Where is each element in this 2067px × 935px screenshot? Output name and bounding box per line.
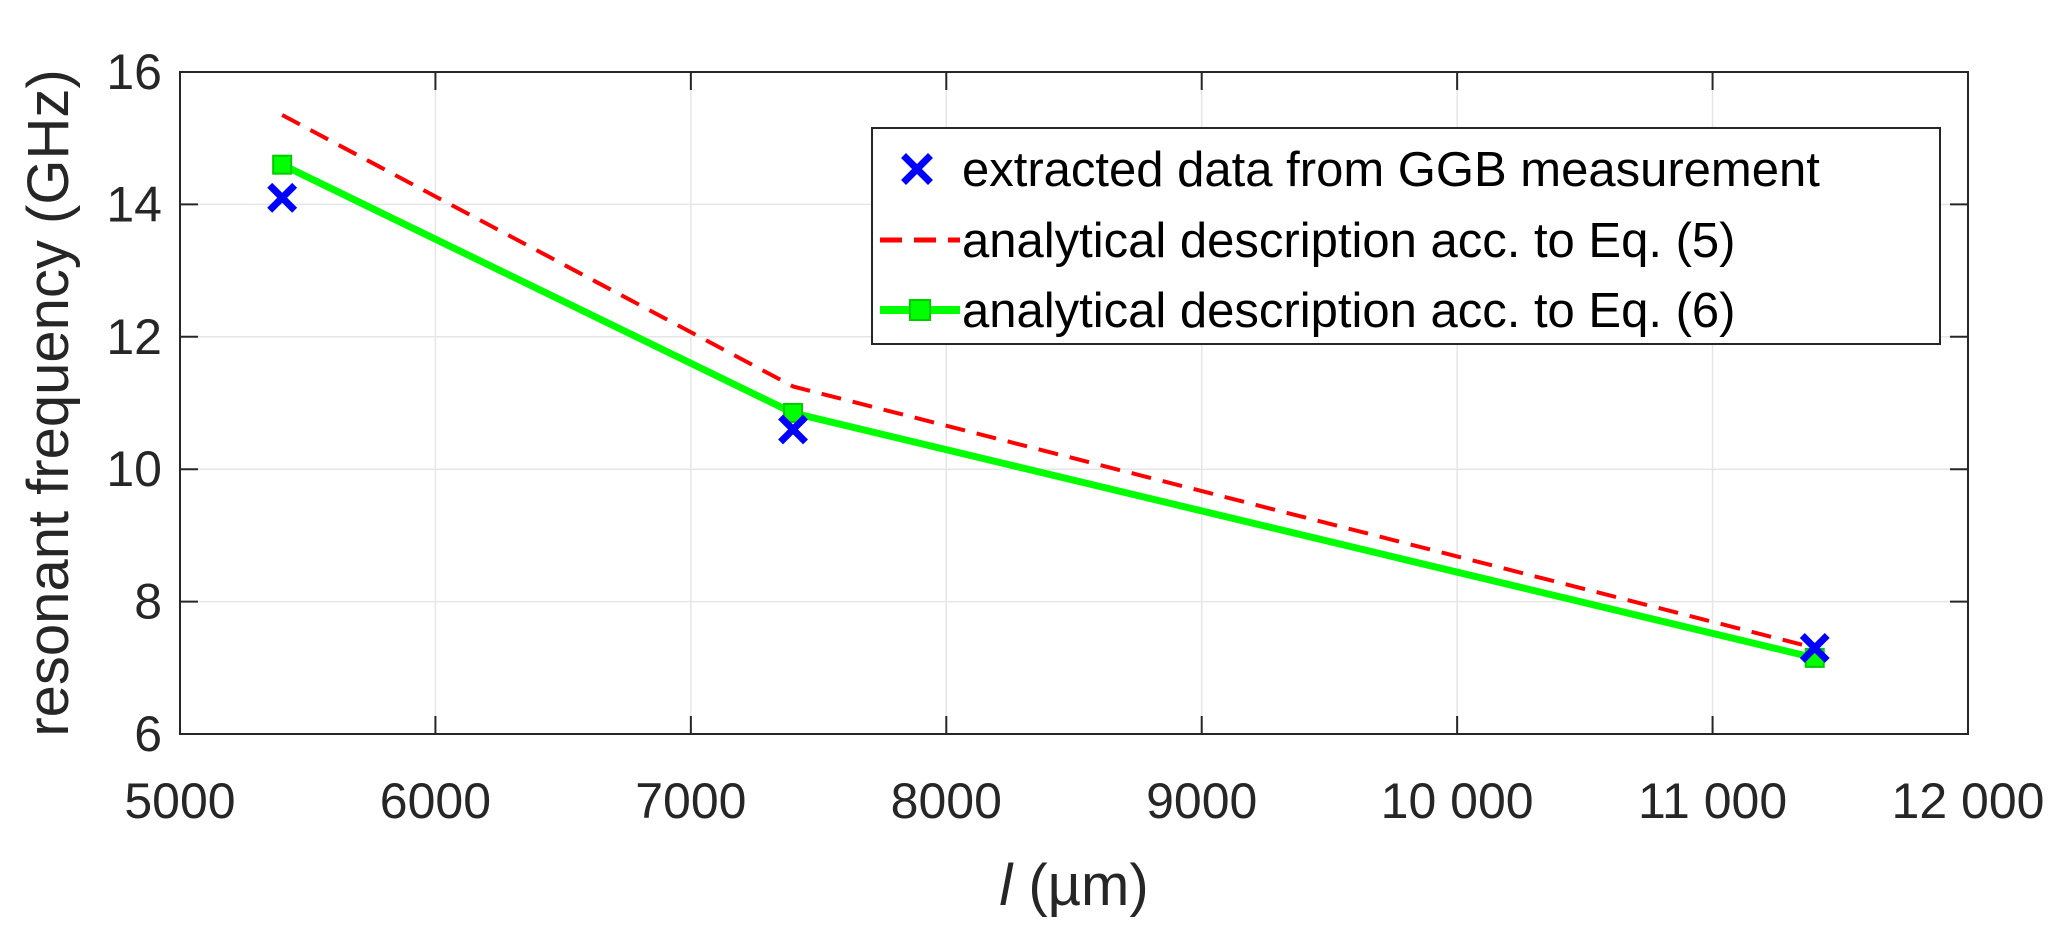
series-layer xyxy=(267,113,1830,668)
x-tick-label: 8000 xyxy=(891,773,1002,829)
x-tick-label: 5000 xyxy=(124,773,235,829)
y-axis-label: resonant frequency (GHz) xyxy=(16,69,81,736)
series-point-measured xyxy=(1799,632,1830,663)
legend-label-eq6: analytical description acc. to Eq. (6) xyxy=(962,284,1735,338)
plot-frame xyxy=(179,71,1969,735)
x-tick-label: 7000 xyxy=(635,773,746,829)
x-tick-label: 10 000 xyxy=(1381,773,1534,829)
series-point-measured xyxy=(778,414,808,445)
x-tick-label: 9000 xyxy=(1146,773,1257,829)
legend-label-measured: extracted data from GGB measurement xyxy=(962,143,1820,197)
y-tick-label: 16 xyxy=(106,44,162,100)
y-tick-label: 10 xyxy=(106,441,162,497)
x-tick-label: 6000 xyxy=(380,773,491,829)
y-tick-label: 12 xyxy=(106,309,162,365)
series-point-measured xyxy=(267,182,298,213)
legend-x-marker-icon xyxy=(901,153,933,185)
tick-labels: 5000 6000 7000 8000 9000 10 000 11 000 12 000 6 8… xyxy=(106,44,2044,829)
legend-label-eq5: analytical description acc. to Eq. (5) xyxy=(962,214,1735,268)
legend-entry-eq5: analytical description acc. to Eq. (5) xyxy=(880,214,1735,268)
y-tick-label: 8 xyxy=(134,574,162,630)
x-axis-label: l (µm) xyxy=(999,853,1148,918)
axis-ticks xyxy=(179,71,1969,735)
y-tick-label: 14 xyxy=(106,176,162,232)
x-tick-label: 11 000 xyxy=(1638,773,1787,829)
legend-entry-eq6: analytical description acc. to Eq. (6) xyxy=(880,284,1735,338)
series-point-eq6 xyxy=(272,154,293,175)
x-tick-label: 12 000 xyxy=(1892,773,2045,829)
legend-entry-measured: extracted data from GGB measurement xyxy=(901,143,1820,197)
legend: extracted data from GGB measurement anal… xyxy=(871,127,1941,345)
series-point-eq6 xyxy=(783,402,804,423)
series-line-eq5 xyxy=(281,113,1816,650)
y-tick-label: 6 xyxy=(134,706,162,762)
legend-square-marker-icon xyxy=(909,299,931,321)
legend-box xyxy=(871,127,1941,345)
